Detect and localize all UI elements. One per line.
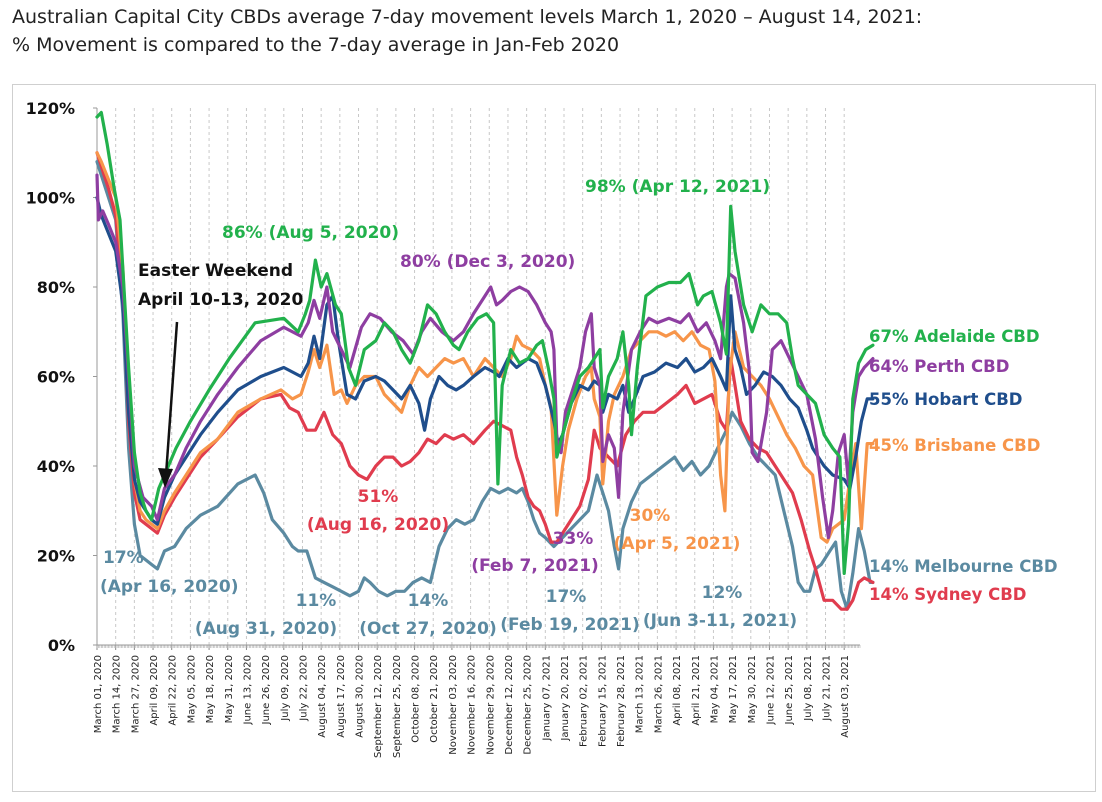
chart-subtitle: % Movement is compared to the 7-day aver… — [12, 34, 620, 56]
x-tick-label: June 26, 2020 — [261, 655, 272, 726]
y-tick-label: 120% — [26, 99, 75, 118]
x-tick-label: September 12, 2020 — [373, 655, 384, 758]
annotation-label: (Aug 31, 2020) — [195, 619, 337, 639]
annotation-label: (Oct 27, 2020) — [359, 619, 496, 639]
x-tick-label: May 05, 2020 — [186, 655, 197, 723]
series-end-label: 67% Adelaide CBD — [869, 327, 1040, 346]
x-tick-label: March 26, 2021 — [653, 655, 664, 733]
series-end-label: 45% Brisbane CBD — [869, 436, 1040, 455]
x-tick-label: July 22, 2020 — [298, 655, 309, 722]
x-tick-label: January 20, 2021 — [560, 655, 571, 742]
x-tick-label: February 15, 2021 — [597, 655, 608, 747]
annotation-label: (Feb 7, 2021) — [471, 556, 599, 576]
y-tick-label: 60% — [37, 368, 75, 387]
easter-arrow-head — [158, 468, 173, 488]
x-tick-label: March 14, 2020 — [112, 655, 123, 733]
x-tick-label: December 25, 2020 — [523, 655, 534, 755]
annotation-label: 51% — [358, 487, 399, 507]
series-end-label: 64% Perth CBD — [869, 357, 1009, 376]
x-tick-label: March 27, 2020 — [130, 655, 141, 733]
x-tick-label: October 21, 2020 — [429, 655, 440, 743]
series-line-brisbane-cbd — [95, 151, 875, 544]
annotation-label: (Aug 16, 2020) — [307, 515, 449, 535]
x-tick-label: September 25, 2020 — [392, 655, 403, 758]
x-tick-label: February 28, 2021 — [616, 655, 627, 747]
annotation-label: 14% — [408, 591, 449, 611]
x-tick-label: March 01, 2020 — [93, 655, 104, 733]
annotation-label: Easter Weekend — [138, 261, 293, 281]
annotation-label: 33% — [553, 529, 594, 549]
x-tick-label: February 02, 2021 — [579, 655, 590, 747]
axis-layer: March 01, 2020 March 14, 2020 March 27, 20… — [26, 99, 861, 758]
x-tick-label: June 12, 2021 — [765, 655, 776, 726]
x-tick-label: July 08, 2021 — [803, 655, 814, 722]
x-tick-label: May 18, 2020 — [205, 655, 216, 723]
x-tick-label: May 04, 2021 — [709, 655, 720, 723]
y-tick-label: 40% — [37, 457, 75, 476]
annotation-label: 86% (Aug 5, 2020) — [222, 223, 399, 243]
annotation-label: 30% — [630, 506, 671, 526]
x-tick-label: November 29, 2020 — [485, 655, 496, 755]
x-tick-label: January 07, 2021 — [541, 655, 552, 742]
x-tick-label: August 17, 2020 — [336, 655, 347, 738]
annotation-label: 98% (Apr 12, 2021) — [585, 177, 770, 197]
x-tick-label: June 25, 2021 — [784, 655, 795, 726]
y-tick-label: 0% — [48, 636, 75, 655]
x-tick-label: August 04, 2020 — [317, 655, 328, 738]
x-tick-label: December 12, 2020 — [504, 655, 515, 755]
y-tick-label: 100% — [26, 189, 75, 208]
annotation-label: 17% — [546, 587, 587, 607]
series-line-melbourne-cbd — [95, 160, 875, 611]
chart-frame — [12, 84, 1096, 792]
x-tick-label: April 08, 2021 — [672, 655, 683, 726]
series-layer — [95, 110, 875, 611]
annotation-label: (Jun 3-11, 2021) — [643, 611, 797, 631]
x-tick-label: April 21, 2021 — [691, 655, 702, 726]
x-tick-label: June 13, 2020 — [242, 655, 253, 726]
x-tick-label: November 03, 2020 — [448, 655, 459, 755]
series-end-label: 14% Sydney CBD — [869, 585, 1027, 604]
x-tick-label: November 16, 2020 — [467, 655, 478, 755]
easter-arrow — [164, 321, 179, 476]
x-tick-label: April 09, 2020 — [149, 655, 160, 726]
annotation-label: 80% (Dec 3, 2020) — [400, 252, 575, 272]
series-end-label: 14% Melbourne CBD — [869, 557, 1058, 576]
series-line-adelaide-cbd — [95, 110, 875, 575]
label-layer: 67% Adelaide CBD 64% Perth CBD 55% Hobart … — [100, 177, 1058, 639]
y-tick-label: 20% — [37, 547, 75, 566]
x-tick-label: May 31, 2020 — [224, 655, 235, 723]
x-tick-label: July 21, 2021 — [822, 655, 833, 722]
x-tick-label: May 30, 2021 — [747, 655, 758, 723]
annotation-label: 11% — [296, 591, 337, 611]
annotation-label: 17% — [103, 548, 144, 568]
x-tick-label: October 08, 2020 — [411, 655, 422, 743]
annotation-label: (Feb 19, 2021) — [500, 615, 639, 635]
x-tick-label: August 30, 2020 — [355, 655, 366, 738]
x-tick-label: May 17, 2021 — [728, 655, 739, 723]
annotation-label: April 10-13, 2020 — [138, 290, 304, 310]
series-line-perth-cbd — [95, 173, 875, 540]
chart-title: Australian Capital City CBDs average 7-d… — [12, 6, 923, 28]
x-tick-label: April 22, 2020 — [168, 655, 179, 726]
annotation-label: 12% — [702, 583, 743, 603]
annotation-label: (Apr 16, 2020) — [100, 577, 239, 597]
annotation-label: (Apr 5, 2021) — [614, 534, 741, 554]
x-tick-label: August 03, 2021 — [840, 655, 851, 738]
x-tick-label: March 13, 2021 — [635, 655, 646, 733]
y-tick-label: 80% — [37, 278, 75, 297]
series-end-label: 55% Hobart CBD — [869, 390, 1022, 409]
x-tick-label: July 09, 2020 — [280, 655, 291, 722]
